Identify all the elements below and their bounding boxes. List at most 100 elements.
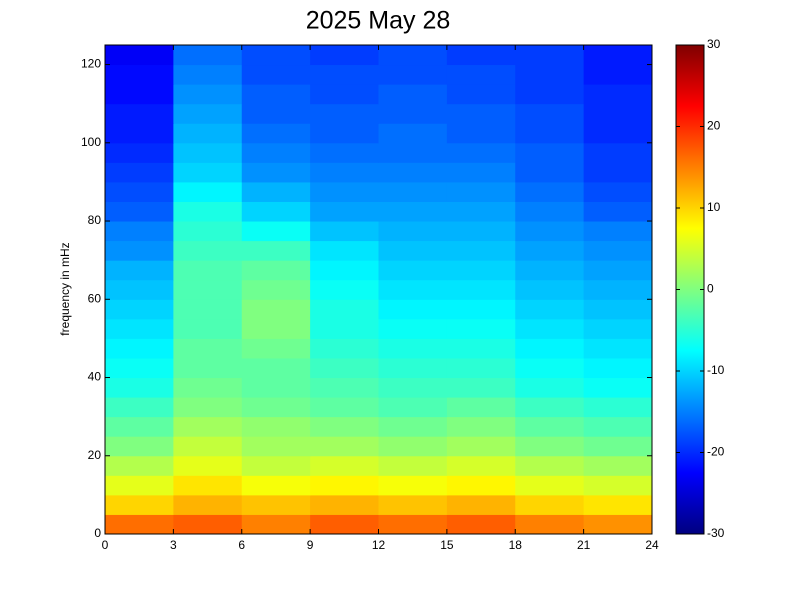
heatmap-cell — [446, 455, 516, 476]
heatmap-cell — [105, 64, 174, 85]
heatmap-cell — [446, 240, 516, 261]
heatmap-cell — [583, 84, 653, 105]
heatmap-cell — [583, 475, 653, 496]
y-tick-label: 40 — [88, 370, 102, 384]
heatmap-cell — [515, 181, 585, 202]
heatmap-cell — [583, 142, 653, 163]
heatmap-cell — [105, 221, 174, 242]
heatmap-cell — [446, 260, 516, 281]
heatmap-cell — [378, 181, 448, 202]
heatmap-cell — [378, 318, 448, 339]
heatmap-cell — [446, 201, 516, 222]
heatmap-cell — [583, 45, 653, 66]
heatmap-cell — [378, 240, 448, 261]
heatmap-cell — [105, 201, 174, 222]
heatmap-cell — [173, 494, 243, 515]
heatmap-cell — [515, 397, 585, 418]
colorbar-tick-label: 0 — [707, 282, 714, 296]
heatmap-cell — [173, 397, 243, 418]
heatmap-cell — [583, 221, 653, 242]
y-tick-label: 60 — [88, 291, 102, 305]
heatmap-cell — [515, 475, 585, 496]
heatmap-cell — [241, 162, 311, 183]
heatmap-cell — [515, 123, 585, 144]
heatmap-cell — [446, 318, 516, 339]
heatmap-cell — [241, 455, 311, 476]
heatmap-cell — [583, 338, 653, 359]
heatmap-cell — [310, 260, 379, 281]
heatmap-cell — [310, 162, 379, 183]
y-tick-label: 120 — [81, 57, 101, 71]
heatmap-cell — [241, 299, 311, 320]
colorbar-tick-label: -20 — [707, 445, 725, 459]
heatmap-cell — [241, 123, 311, 144]
heatmap-cell — [515, 494, 585, 515]
heatmap-cell — [173, 84, 243, 105]
heatmap-cell — [583, 103, 653, 124]
heatmap-cell — [378, 299, 448, 320]
heatmap-cell — [515, 240, 585, 261]
heatmap-cell — [105, 436, 174, 457]
colorbar-tick-label: 30 — [707, 37, 721, 51]
heatmap-cell — [173, 416, 243, 437]
heatmap-cell — [241, 416, 311, 437]
heatmap-cell — [515, 416, 585, 437]
heatmap-cell — [378, 84, 448, 105]
heatmap-cell — [446, 416, 516, 437]
heatmap-cell — [310, 201, 379, 222]
heatmap-cell — [310, 84, 379, 105]
heatmap-cell — [310, 397, 379, 418]
heatmap-cell — [105, 181, 174, 202]
x-tick-label: 0 — [102, 538, 109, 552]
heatmap-cell — [446, 494, 516, 515]
heatmap-cell — [241, 64, 311, 85]
y-axis-label: frequency in mHz — [58, 242, 72, 335]
heatmap-cell — [173, 45, 243, 66]
heatmap-cell — [583, 377, 653, 398]
heatmap-cell — [173, 201, 243, 222]
heatmap-cell — [241, 494, 311, 515]
heatmap-cell — [378, 260, 448, 281]
heatmap-cell — [173, 455, 243, 476]
heatmap-cell — [105, 357, 174, 379]
heatmap-cell — [446, 436, 516, 457]
heatmap-cell — [241, 45, 311, 66]
heatmap-cell — [310, 338, 379, 359]
heatmap-cell — [241, 357, 311, 379]
heatmap-cell — [583, 436, 653, 457]
heatmap-cell — [446, 279, 516, 300]
heatmap-cell — [378, 103, 448, 124]
heatmap-cell — [446, 103, 516, 124]
heatmap-cell — [378, 455, 448, 476]
heatmap-cell — [310, 45, 379, 66]
heatmap-cell — [173, 142, 243, 163]
heatmap-cell — [105, 279, 174, 300]
heatmap-cell — [378, 357, 448, 379]
heatmap-cell — [583, 416, 653, 437]
heatmap-cell — [515, 260, 585, 281]
heatmap-cell — [378, 397, 448, 418]
heatmap-cell — [515, 103, 585, 124]
heatmap-cell — [378, 436, 448, 457]
heatmap-cell — [310, 318, 379, 339]
heatmap-cell — [583, 494, 653, 515]
heatmap-cell — [583, 299, 653, 320]
heatmap-cell — [173, 260, 243, 281]
heatmap-cell — [105, 45, 174, 66]
y-tick-label: 80 — [88, 213, 102, 227]
heatmap-cell — [241, 475, 311, 496]
heatmap-cell — [378, 475, 448, 496]
heatmap-cell — [583, 318, 653, 339]
heatmap-cell — [583, 455, 653, 476]
heatmap-cell — [310, 123, 379, 144]
heatmap-cell — [583, 279, 653, 300]
x-tick-label: 12 — [372, 538, 386, 552]
heatmap-cell — [105, 475, 174, 496]
x-tick-label: 18 — [509, 538, 523, 552]
heatmap-cell — [446, 475, 516, 496]
heatmap-cell — [515, 45, 585, 66]
heatmap-cell — [515, 377, 585, 398]
heatmap-cell — [173, 279, 243, 300]
heatmap-cell — [378, 416, 448, 437]
